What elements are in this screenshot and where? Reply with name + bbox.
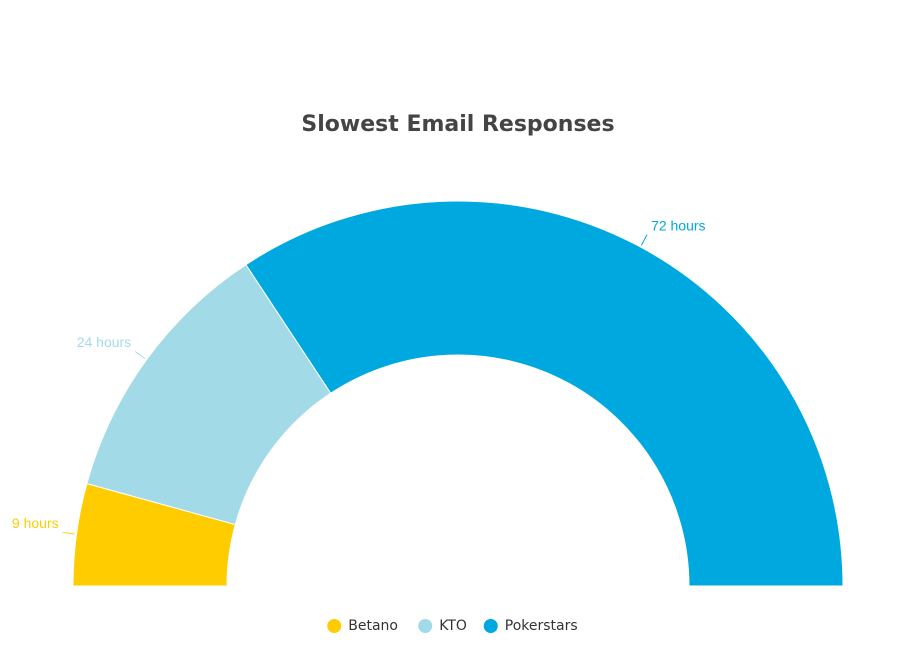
legend-label: Pokerstars: [505, 618, 578, 634]
leader-line: [134, 351, 146, 359]
slice: [245, 200, 844, 587]
value-label: 9 hours: [12, 515, 59, 531]
legend-marker: [483, 619, 498, 633]
value-label: 72 hours: [651, 217, 705, 233]
legend-marker: [418, 619, 433, 633]
legend-label: Betano: [348, 618, 398, 634]
chart-title: Slowest Email Responses: [301, 112, 614, 137]
value-label: 24 hours: [77, 334, 131, 350]
legend-label: KTO: [439, 618, 467, 634]
leader-line: [640, 234, 648, 246]
leader-line: [62, 531, 75, 535]
legend-marker: [327, 619, 342, 633]
